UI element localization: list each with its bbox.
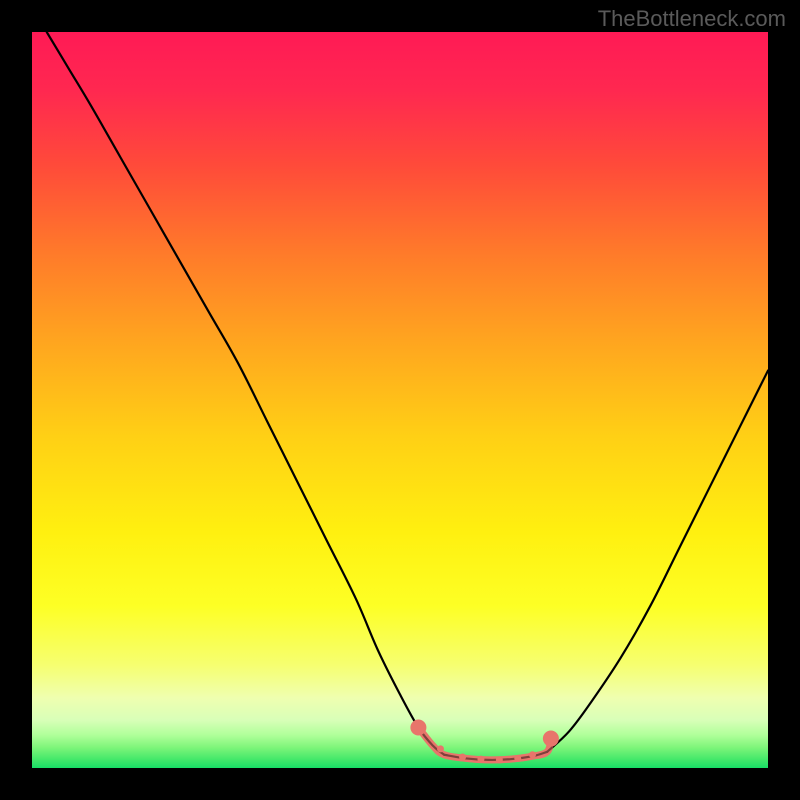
optimal-zone-dot-4	[514, 755, 521, 762]
optimal-zone-dot-5	[529, 751, 536, 758]
optimal-zone-dot-0	[437, 745, 444, 752]
optimal-zone-right-marker	[543, 731, 559, 747]
optimal-zone-dot-1	[459, 753, 466, 760]
curve-layer	[32, 32, 768, 768]
plot-area	[32, 32, 768, 768]
curve-left-branch	[47, 32, 444, 755]
optimal-zone-dot-2	[477, 756, 484, 763]
optimal-zone-dot-3	[496, 756, 503, 763]
attribution-text: TheBottleneck.com	[598, 6, 786, 32]
optimal-zone-left-marker	[410, 720, 426, 736]
curve-right-branch	[547, 371, 768, 752]
chart-frame: TheBottleneck.com	[0, 0, 800, 800]
